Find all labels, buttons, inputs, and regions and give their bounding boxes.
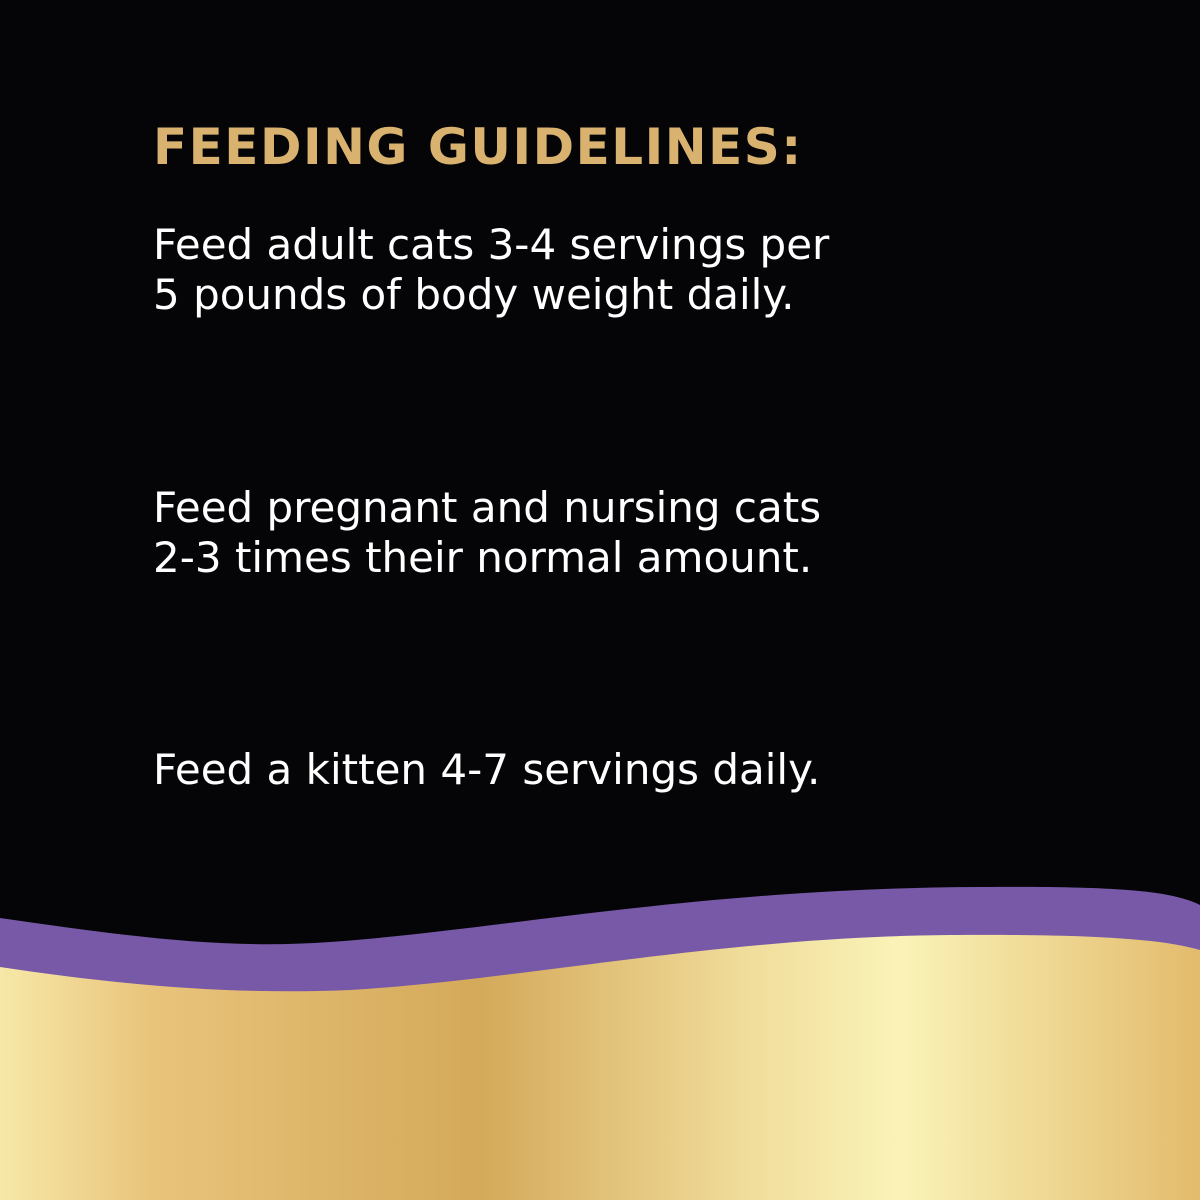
guideline-line: 2-3 times their normal amount. <box>153 533 813 582</box>
adult-cats-guideline: Feed adult cats 3-4 servings per 5 pound… <box>153 220 829 320</box>
gold-wave <box>0 934 1200 1200</box>
pregnant-cats-guideline: Feed pregnant and nursing cats 2-3 times… <box>153 483 821 583</box>
guideline-line: Feed pregnant and nursing cats <box>153 483 822 532</box>
guideline-line: Feed adult cats 3-4 servings per <box>153 220 830 269</box>
page-title: FEEDING GUIDELINES: <box>153 118 803 176</box>
kitten-guideline: Feed a kitten 4-7 servings daily. <box>153 745 820 795</box>
guideline-line: Feed a kitten 4-7 servings daily. <box>153 745 821 794</box>
guideline-line: 5 pounds of body weight daily. <box>153 270 795 319</box>
